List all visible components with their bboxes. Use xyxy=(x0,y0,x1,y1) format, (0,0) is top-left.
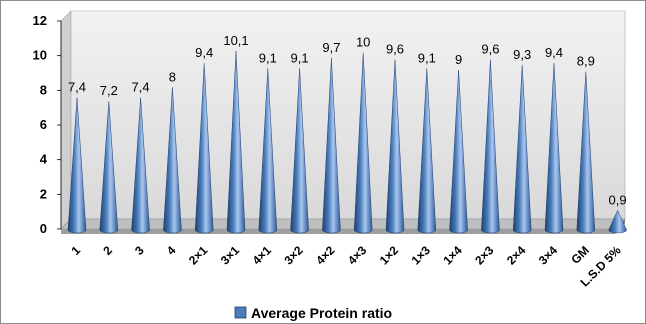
data-label: 9,1 xyxy=(291,50,309,65)
x-tick-label: 2×4 xyxy=(504,243,529,268)
bar xyxy=(131,97,150,234)
data-label: 8 xyxy=(169,69,176,84)
x-tick-label: GM xyxy=(568,243,592,267)
x-tick-label: 2×1 xyxy=(186,243,211,268)
data-label: 10,1 xyxy=(223,33,248,48)
data-label: 9,7 xyxy=(322,40,340,55)
bar xyxy=(290,68,309,234)
x-tick-label: 1×2 xyxy=(377,243,402,268)
y-axis: 0 2 4 6 8 10 12 xyxy=(33,13,62,236)
x-tick-label: 4 xyxy=(164,243,179,258)
bar xyxy=(353,52,373,234)
y-tick-label: 8 xyxy=(40,82,47,97)
legend: Average Protein ratio xyxy=(234,305,392,321)
data-label: 9,1 xyxy=(259,50,277,65)
back-wall xyxy=(70,10,626,220)
bar xyxy=(544,63,564,234)
bar xyxy=(322,57,341,234)
bar xyxy=(608,209,627,234)
data-label: 9,4 xyxy=(545,45,563,60)
y-tick-label: 10 xyxy=(33,48,47,63)
data-label: 0,9 xyxy=(609,192,627,207)
bar xyxy=(576,71,596,234)
data-label: 10 xyxy=(356,35,370,50)
legend-swatch xyxy=(234,306,247,319)
data-label: 7,4 xyxy=(68,80,86,95)
side-wall xyxy=(60,10,72,230)
bar xyxy=(194,63,214,234)
x-tick-label: 1×4 xyxy=(440,243,465,268)
x-tick-label: 3 xyxy=(132,243,147,258)
bar xyxy=(99,101,119,234)
data-label: 9 xyxy=(455,52,462,67)
y-tick-label: 6 xyxy=(40,117,47,132)
bar xyxy=(258,68,278,234)
x-tick-label: 4×1 xyxy=(250,243,275,268)
bar xyxy=(163,87,182,234)
x-tick-label: 3×4 xyxy=(536,243,561,268)
data-label: 9,1 xyxy=(418,50,436,65)
data-label: 7,4 xyxy=(132,80,150,95)
x-tick-label: 2×3 xyxy=(472,243,497,268)
x-axis: 1 2 3 4 2×1 3×1 4×1 3×2 4×2 4×3 1×2 1×3 1×4 2×3 2×4 3×4… xyxy=(68,243,623,289)
bar xyxy=(385,59,405,234)
data-label: 9,3 xyxy=(513,47,531,62)
x-tick-label: 1×3 xyxy=(409,243,434,268)
y-tick-label: 12 xyxy=(33,13,47,28)
bar xyxy=(449,69,468,234)
y-tick-label: 2 xyxy=(40,186,47,201)
bar xyxy=(67,97,87,234)
bar xyxy=(226,50,246,234)
x-tick-label: 1 xyxy=(68,243,83,258)
x-tick-label: 3×1 xyxy=(218,243,243,268)
bar xyxy=(512,64,532,234)
data-label: 7,2 xyxy=(100,83,118,98)
data-label: 9,6 xyxy=(481,42,499,57)
x-tick-label: 4×2 xyxy=(313,243,338,268)
data-label: 8,9 xyxy=(577,54,595,69)
bars xyxy=(67,50,627,234)
data-label: 9,6 xyxy=(386,42,404,57)
y-tick-label: 0 xyxy=(40,221,47,236)
data-labels: 7,4 7,2 7,4 8 9,4 10,1 9,1 9,1 9,7 10 9,6 9,1 9 9,6 9,… xyxy=(68,33,627,207)
legend-label: Average Protein ratio xyxy=(251,305,392,321)
x-tick-label: 2 xyxy=(100,243,115,258)
x-tick-label: 3×2 xyxy=(281,243,306,268)
x-tick-label: 4×3 xyxy=(345,243,370,268)
bar xyxy=(481,59,500,234)
y-tick-label: 4 xyxy=(40,152,48,167)
bar xyxy=(417,68,437,234)
data-label: 9,4 xyxy=(195,45,213,60)
